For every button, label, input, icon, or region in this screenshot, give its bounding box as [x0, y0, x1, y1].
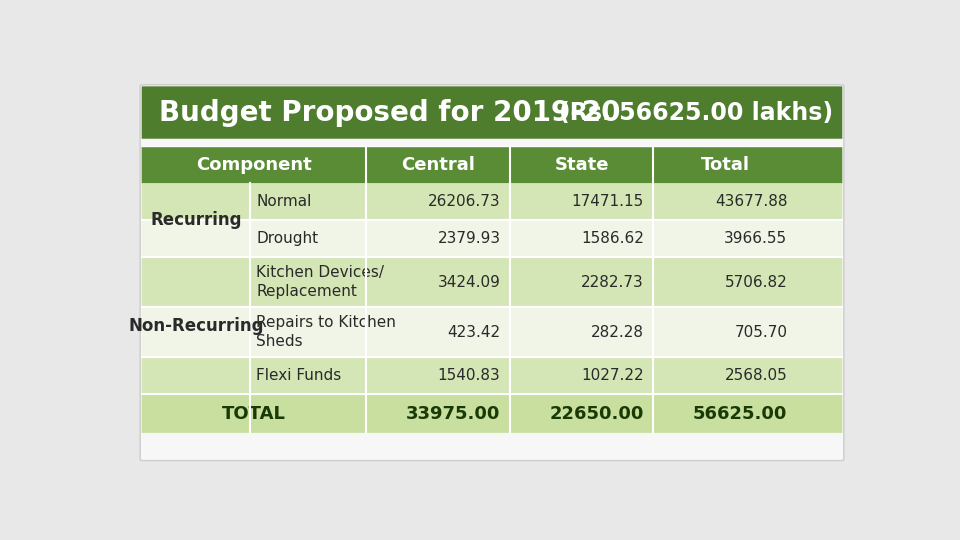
Text: Normal: Normal: [256, 194, 312, 210]
Text: (Rs. 56625.00 lakhs): (Rs. 56625.00 lakhs): [559, 100, 833, 125]
Text: Kitchen Devices/
Replacement: Kitchen Devices/ Replacement: [256, 265, 384, 299]
Text: 33975.00: 33975.00: [406, 404, 500, 423]
Text: 1027.22: 1027.22: [581, 368, 644, 383]
Text: Component: Component: [196, 156, 312, 174]
Text: Drought: Drought: [256, 231, 319, 246]
Text: 3966.55: 3966.55: [724, 231, 787, 246]
Text: Budget Proposed for 2019-20: Budget Proposed for 2019-20: [158, 98, 620, 126]
FancyBboxPatch shape: [142, 357, 842, 394]
Text: 2282.73: 2282.73: [581, 275, 644, 290]
Text: 17471.15: 17471.15: [571, 194, 644, 210]
FancyBboxPatch shape: [142, 184, 842, 220]
Text: 26206.73: 26206.73: [428, 194, 500, 210]
FancyBboxPatch shape: [142, 86, 842, 139]
Text: Central: Central: [401, 156, 475, 174]
Text: 5706.82: 5706.82: [725, 275, 787, 290]
FancyBboxPatch shape: [140, 85, 844, 461]
Text: 43677.88: 43677.88: [715, 194, 787, 210]
Text: Recurring: Recurring: [150, 211, 242, 230]
Text: 56625.00: 56625.00: [693, 404, 787, 423]
Text: 2379.93: 2379.93: [438, 231, 500, 246]
Text: 1586.62: 1586.62: [581, 231, 644, 246]
FancyBboxPatch shape: [142, 307, 842, 357]
FancyBboxPatch shape: [142, 146, 842, 184]
Text: Non-Recurring: Non-Recurring: [129, 317, 264, 335]
Text: 2568.05: 2568.05: [725, 368, 787, 383]
Text: Flexi Funds: Flexi Funds: [256, 368, 342, 383]
FancyBboxPatch shape: [142, 257, 842, 307]
FancyBboxPatch shape: [142, 394, 842, 433]
Text: State: State: [554, 156, 609, 174]
Text: 22650.00: 22650.00: [549, 404, 644, 423]
Text: 3424.09: 3424.09: [438, 275, 500, 290]
Text: 705.70: 705.70: [734, 325, 787, 340]
FancyBboxPatch shape: [142, 220, 842, 257]
Text: TOTAL: TOTAL: [222, 404, 286, 423]
Text: 423.42: 423.42: [447, 325, 500, 340]
Text: Total: Total: [701, 156, 750, 174]
Text: 1540.83: 1540.83: [438, 368, 500, 383]
Text: 282.28: 282.28: [591, 325, 644, 340]
Text: Repairs to Kitchen
Sheds: Repairs to Kitchen Sheds: [256, 315, 396, 349]
